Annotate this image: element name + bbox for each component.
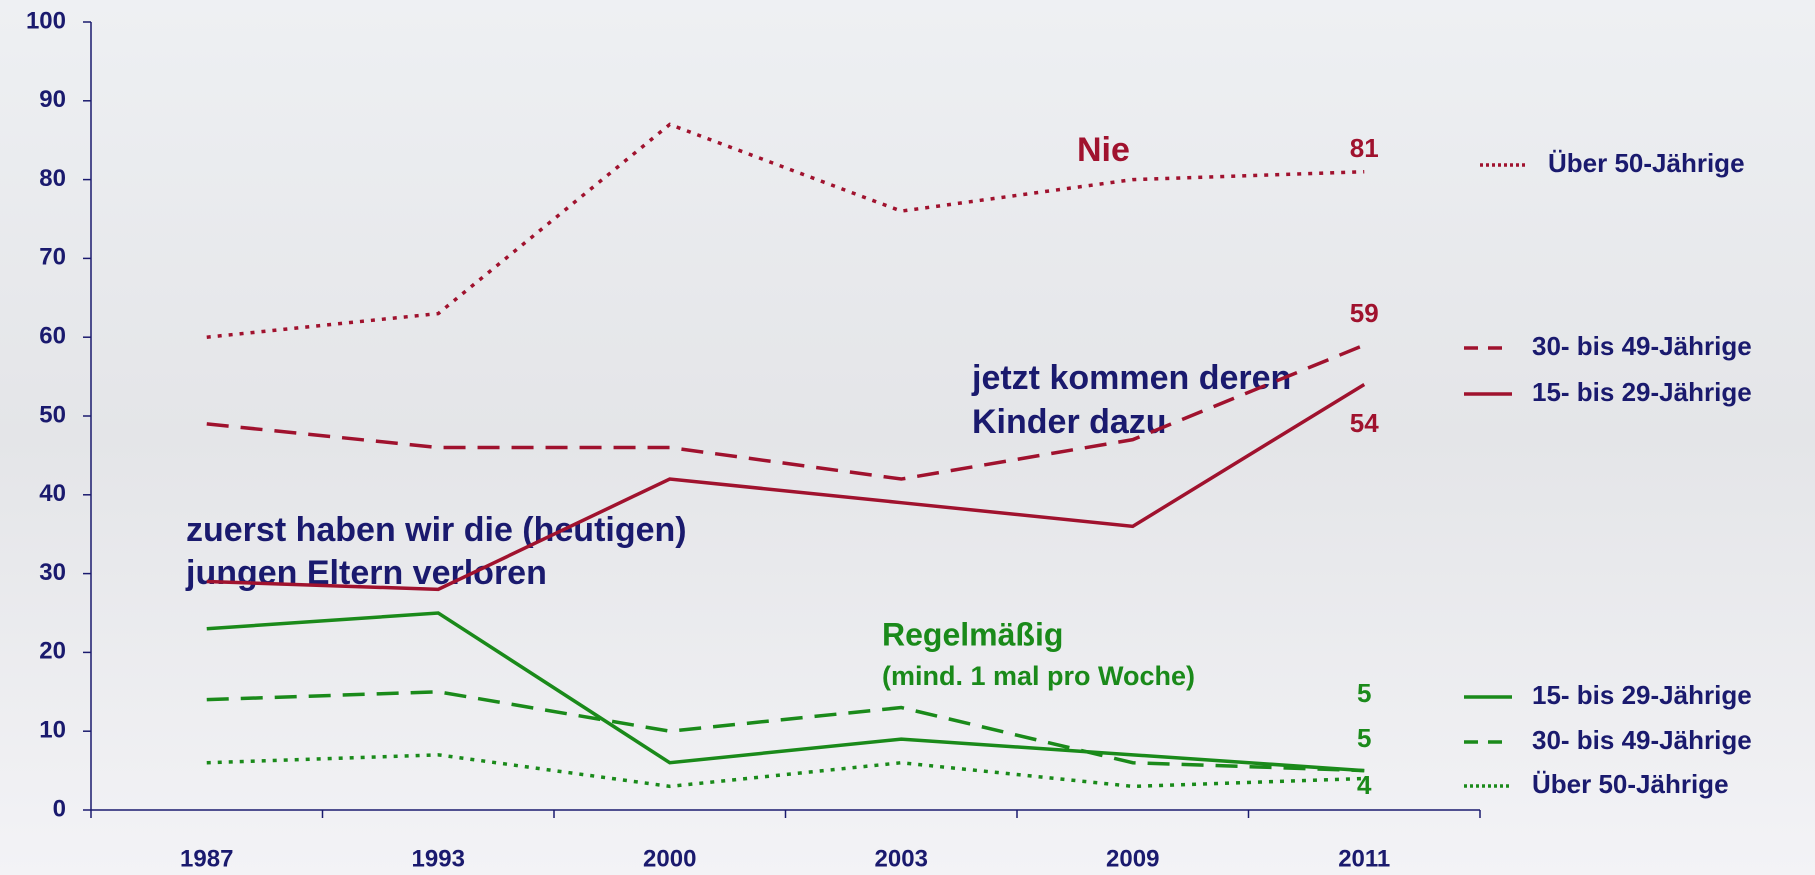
value-label: 59 [1350, 298, 1379, 328]
y-tick-label: 30 [39, 559, 66, 586]
legend-label: 30- bis 49-Jährige [1532, 725, 1752, 755]
y-tick-label: 0 [53, 795, 66, 822]
annotation: Kinder dazu [972, 403, 1167, 441]
y-tick-label: 20 [39, 638, 66, 665]
chart: Nie Regelmäßig (mind. 1 mal pro Woche) j… [0, 0, 1815, 875]
annotation: zuerst haben wir die (heutigen) [186, 511, 687, 549]
value-label: 81 [1350, 133, 1379, 163]
value-label: 4 [1357, 770, 1372, 800]
y-tick-label: 40 [39, 480, 66, 507]
y-tick-label: 90 [39, 86, 66, 113]
x-tick-label: 2011 [1338, 845, 1390, 872]
value-label: 54 [1350, 408, 1379, 438]
y-tick-label: 100 [26, 7, 66, 34]
legend-label: Über 50-Jährige [1532, 769, 1729, 799]
legend-label: 15- bis 29-Jährige [1532, 377, 1752, 407]
x-tick-label: 2000 [643, 845, 696, 872]
x-tick-label: 1993 [412, 845, 465, 872]
annotation: jetzt kommen deren [971, 359, 1291, 397]
annotation: Regelmäßig [882, 616, 1063, 652]
x-tick-label: 2003 [875, 845, 928, 872]
value-label: 5 [1357, 723, 1371, 753]
legend-label: 15- bis 29-Jährige [1532, 680, 1752, 710]
value-label: 5 [1357, 678, 1371, 708]
legend-label: Über 50-Jährige [1548, 148, 1745, 178]
legend-label: 30- bis 49-Jährige [1532, 331, 1752, 361]
annotation: (mind. 1 mal pro Woche) [882, 661, 1195, 691]
y-tick-label: 10 [39, 717, 66, 744]
x-tick-label: 2009 [1106, 845, 1159, 872]
annotation: Nie [1077, 131, 1130, 169]
y-tick-label: 70 [39, 244, 66, 271]
y-tick-label: 60 [39, 323, 66, 350]
y-tick-label: 50 [39, 401, 66, 428]
x-tick-label: 1987 [180, 845, 233, 872]
y-tick-label: 80 [39, 165, 66, 192]
